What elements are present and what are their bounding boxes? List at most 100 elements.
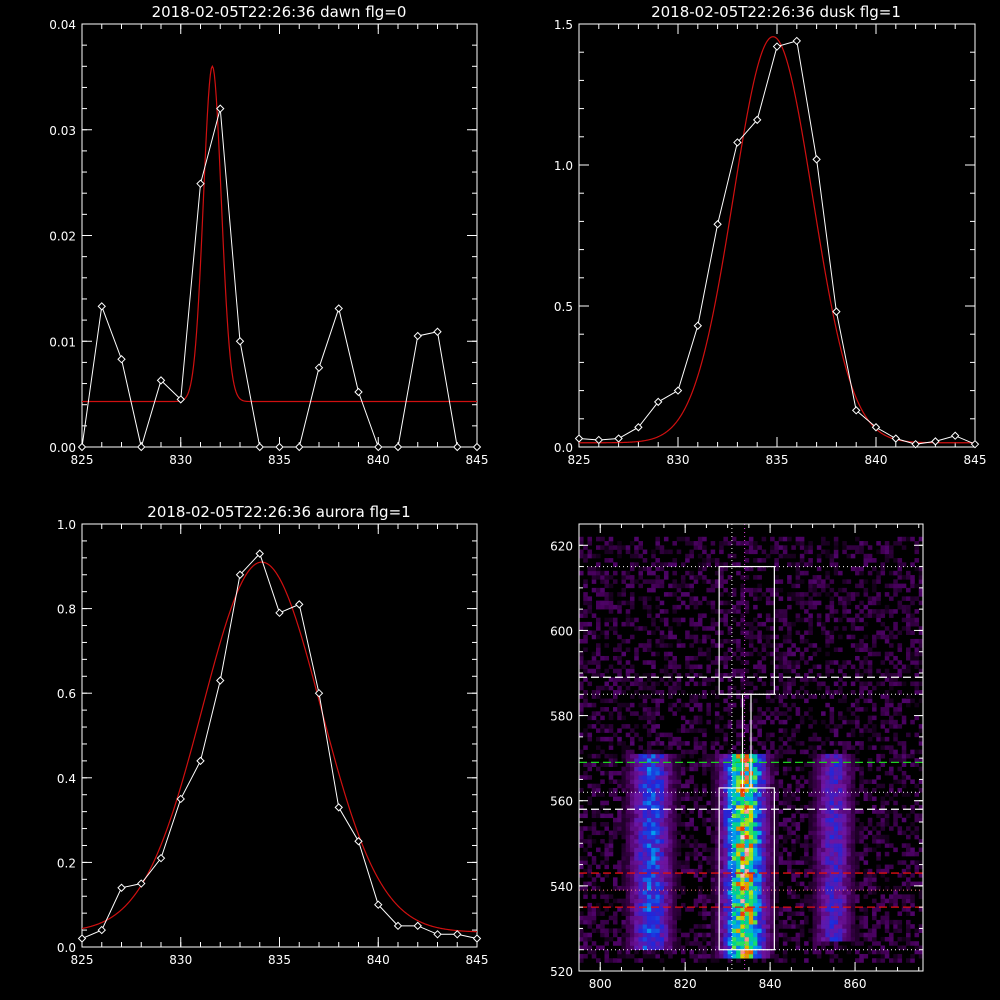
heatmap-cell [655, 800, 660, 806]
heatmap-cell [787, 936, 792, 942]
heatmap-cell [719, 881, 724, 887]
heatmap-cell [727, 941, 733, 946]
heatmap-cell [833, 728, 839, 733]
heatmap-cell [901, 758, 907, 763]
heatmap-cell [740, 885, 745, 891]
heatmap-cell [668, 804, 673, 810]
heatmap-cell [642, 873, 648, 878]
heatmap-cell [727, 898, 733, 904]
heatmap-cell [612, 677, 618, 682]
data-point [752, 115, 762, 125]
heatmap-cell [651, 621, 656, 627]
heatmap-cell [795, 941, 801, 946]
heatmap-cell [587, 715, 593, 721]
heatmap-cell [799, 617, 805, 623]
heatmap-cell [825, 775, 830, 780]
heatmap-cell [702, 847, 707, 853]
heatmap-cell [889, 796, 894, 802]
heatmap-cell [761, 868, 767, 874]
heatmap-cell [638, 677, 644, 682]
heatmap-cell [782, 826, 788, 831]
heatmap-cell [859, 732, 864, 738]
heatmap-cell [842, 579, 847, 584]
heatmap-cell [646, 745, 652, 750]
data-point [713, 220, 722, 229]
heatmap-cell [884, 698, 890, 704]
heatmap-cell [680, 834, 686, 840]
heatmap-cell [880, 958, 886, 963]
fit-curve [82, 64, 477, 403]
heatmap-cell [663, 907, 669, 912]
heatmap-cell [634, 800, 639, 806]
heatmap-cell [850, 885, 856, 891]
heatmap-cell [850, 890, 856, 895]
heatmap-cell [634, 843, 639, 848]
heatmap-cell [774, 758, 779, 763]
heatmap-cell [621, 745, 627, 750]
heatmap-cell [804, 673, 809, 678]
heatmap-cell [634, 711, 639, 716]
heatmap-cell [748, 792, 754, 797]
heatmap-cell [846, 753, 852, 759]
heatmap-cell [629, 817, 635, 823]
heatmap-cell [855, 549, 860, 555]
heatmap-cell [753, 792, 758, 797]
heatmap-cell [901, 881, 907, 887]
heatmap-cell [693, 826, 699, 831]
heatmap-cell [829, 817, 835, 823]
heatmap-cell [770, 651, 775, 657]
heatmap-cell [736, 638, 741, 644]
heatmap-cell [863, 660, 869, 665]
heatmap-cell [770, 592, 775, 597]
heatmap-cell [897, 813, 903, 819]
heatmap-cell [723, 877, 728, 882]
heatmap-cell [761, 681, 767, 687]
heatmap-cell [727, 924, 733, 929]
heatmap-cell [880, 630, 886, 635]
heatmap-cell [787, 634, 792, 640]
heatmap-cell [889, 715, 894, 721]
heatmap-cell [587, 868, 593, 874]
heatmap-cell [723, 911, 728, 916]
heatmap-cell [714, 766, 720, 772]
heatmap-cell [829, 741, 835, 746]
heatmap-cell [719, 728, 724, 733]
heatmap-cell [893, 724, 898, 729]
heatmap-cell [693, 681, 699, 687]
heatmap-cell [872, 877, 877, 882]
heatmap-cell [876, 958, 881, 963]
heatmap-cell [812, 804, 818, 810]
heatmap-cell [846, 779, 852, 784]
heatmap-cell [850, 851, 856, 857]
heatmap-cell [736, 932, 741, 938]
heatmap-cell [880, 809, 886, 814]
heatmap-cell [736, 928, 741, 933]
heatmap-cell [621, 600, 627, 606]
heatmap-cell [753, 664, 758, 670]
heatmap-cell [655, 779, 660, 784]
heatmap-cell [774, 634, 779, 640]
heatmap-cell [595, 902, 601, 908]
heatmap-cell [816, 868, 822, 874]
heatmap-cell [621, 813, 627, 819]
heatmap-cell [591, 566, 597, 572]
heatmap-cell [872, 898, 877, 904]
heatmap-cell [787, 860, 792, 865]
heatmap-cell [740, 928, 745, 933]
heatmap-cell [825, 583, 830, 589]
heatmap-cell [897, 570, 903, 576]
heatmap-cell [689, 851, 694, 857]
heatmap-cell [863, 724, 869, 729]
heatmap-cell [753, 958, 758, 963]
heatmap-cell [757, 856, 762, 861]
heatmap-cell [629, 541, 635, 546]
heatmap-cell [774, 847, 779, 853]
heatmap-cell [591, 894, 597, 899]
heatmap-cell [651, 715, 656, 721]
heatmap-cell [761, 549, 767, 555]
heatmap-cell [761, 664, 767, 670]
heatmap-cell [595, 575, 601, 580]
heatmap-cell [642, 822, 648, 827]
heatmap-cell [583, 690, 588, 695]
heatmap-cell [791, 545, 796, 550]
